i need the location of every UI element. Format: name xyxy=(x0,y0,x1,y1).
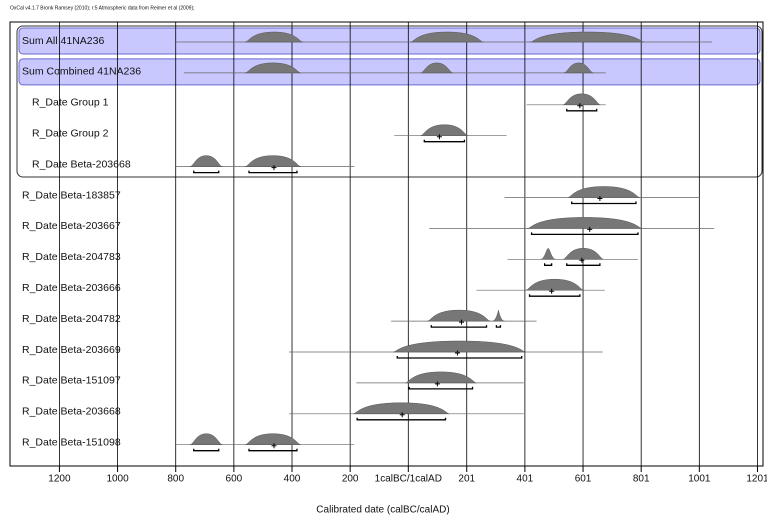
row-label: R_Date Beta-203668 xyxy=(22,406,121,418)
hpd-bracket xyxy=(566,108,598,112)
row-label: R_Date Group 1 xyxy=(32,97,109,109)
highlight xyxy=(18,27,761,55)
hpd-bracket xyxy=(571,201,637,205)
hpd-bracket xyxy=(248,170,298,174)
row-label: Sum All 41NA236 xyxy=(22,35,104,47)
x-tick-label: 601 xyxy=(575,474,592,485)
row-label: R_Date Beta-203666 xyxy=(22,282,121,294)
row-label: R_Date Beta-204782 xyxy=(22,313,121,325)
x-tick-label: 600 xyxy=(226,474,243,485)
x-tick-label: 801 xyxy=(633,474,650,485)
hpd-bracket xyxy=(495,325,502,328)
plot-frame xyxy=(9,21,764,467)
distribution xyxy=(353,402,450,415)
median-marker xyxy=(271,165,277,171)
hpd-bracket xyxy=(528,294,581,297)
row-label: R_Date Beta-203669 xyxy=(22,344,121,356)
distribution xyxy=(427,309,491,322)
median-marker xyxy=(579,257,585,263)
distribution xyxy=(562,93,601,106)
row-label: R_Date Beta-151098 xyxy=(22,436,121,448)
distribution xyxy=(563,62,594,74)
x-tick-label: 200 xyxy=(342,474,359,485)
row-label: R_Date Beta-203667 xyxy=(22,220,121,232)
distribution xyxy=(420,62,454,74)
distribution xyxy=(530,31,645,43)
distribution xyxy=(244,31,304,43)
x-axis-label: Calibrated date (calBC/calAD) xyxy=(316,505,449,516)
row-label: R_Date Beta-183857 xyxy=(22,189,121,201)
hpd-bracket xyxy=(544,263,553,266)
x-tick-label: 1200 xyxy=(48,474,71,485)
hpd-bracket xyxy=(396,356,523,359)
median-marker xyxy=(587,226,593,232)
median-marker xyxy=(454,350,460,356)
distribution xyxy=(405,371,477,384)
distribution xyxy=(189,155,223,167)
median-marker xyxy=(459,319,465,325)
x-tick-label: 1000 xyxy=(106,474,129,485)
median-marker xyxy=(434,381,440,387)
x-tick-label: 401 xyxy=(517,474,534,485)
row-label: R_Date Group 2 xyxy=(32,127,109,139)
median-marker xyxy=(436,134,442,140)
chart-title: OxCal v4.1.7 Bronk Ramsey (2010); r:5 At… xyxy=(10,5,195,11)
x-tick-label: 1001 xyxy=(688,474,711,485)
hpd-bracket xyxy=(356,417,447,421)
distribution xyxy=(540,248,556,260)
row-label: R_Date Beta-203668 xyxy=(32,158,131,170)
median-marker xyxy=(549,288,555,294)
row-label: R_Date Beta-151097 xyxy=(22,375,121,387)
hpd-bracket xyxy=(566,263,601,266)
distribution xyxy=(410,31,484,43)
hpd-bracket xyxy=(423,139,466,143)
x-tick-label: 1201 xyxy=(746,474,767,485)
distribution xyxy=(244,433,302,445)
median-marker xyxy=(271,443,277,449)
hpd-bracket xyxy=(530,232,639,236)
median-marker xyxy=(399,412,405,418)
x-tick-label: 800 xyxy=(167,474,184,485)
row-label: R_Date Beta-204783 xyxy=(22,251,121,263)
distribution xyxy=(525,278,584,291)
distribution xyxy=(527,217,643,229)
x-tick-label: 400 xyxy=(284,474,301,485)
median-marker xyxy=(577,103,583,109)
x-tick-label: 1calBC/1calAD xyxy=(375,474,442,485)
distribution xyxy=(244,155,302,167)
median-marker xyxy=(597,196,603,201)
distribution xyxy=(420,124,469,136)
distribution xyxy=(567,186,641,198)
group-box xyxy=(16,25,763,178)
distribution xyxy=(562,248,604,260)
distribution xyxy=(189,433,223,445)
distribution xyxy=(492,309,505,322)
distribution xyxy=(244,62,302,74)
hpd-bracket xyxy=(408,386,474,390)
hpd-bracket xyxy=(430,325,488,328)
x-tick-label: 201 xyxy=(458,474,475,485)
row-label: Sum Combined 41NA236 xyxy=(22,66,141,78)
hpd-bracket xyxy=(248,448,298,452)
hpd-bracket xyxy=(193,170,220,174)
hpd-bracket xyxy=(193,448,220,452)
distribution xyxy=(393,340,526,353)
